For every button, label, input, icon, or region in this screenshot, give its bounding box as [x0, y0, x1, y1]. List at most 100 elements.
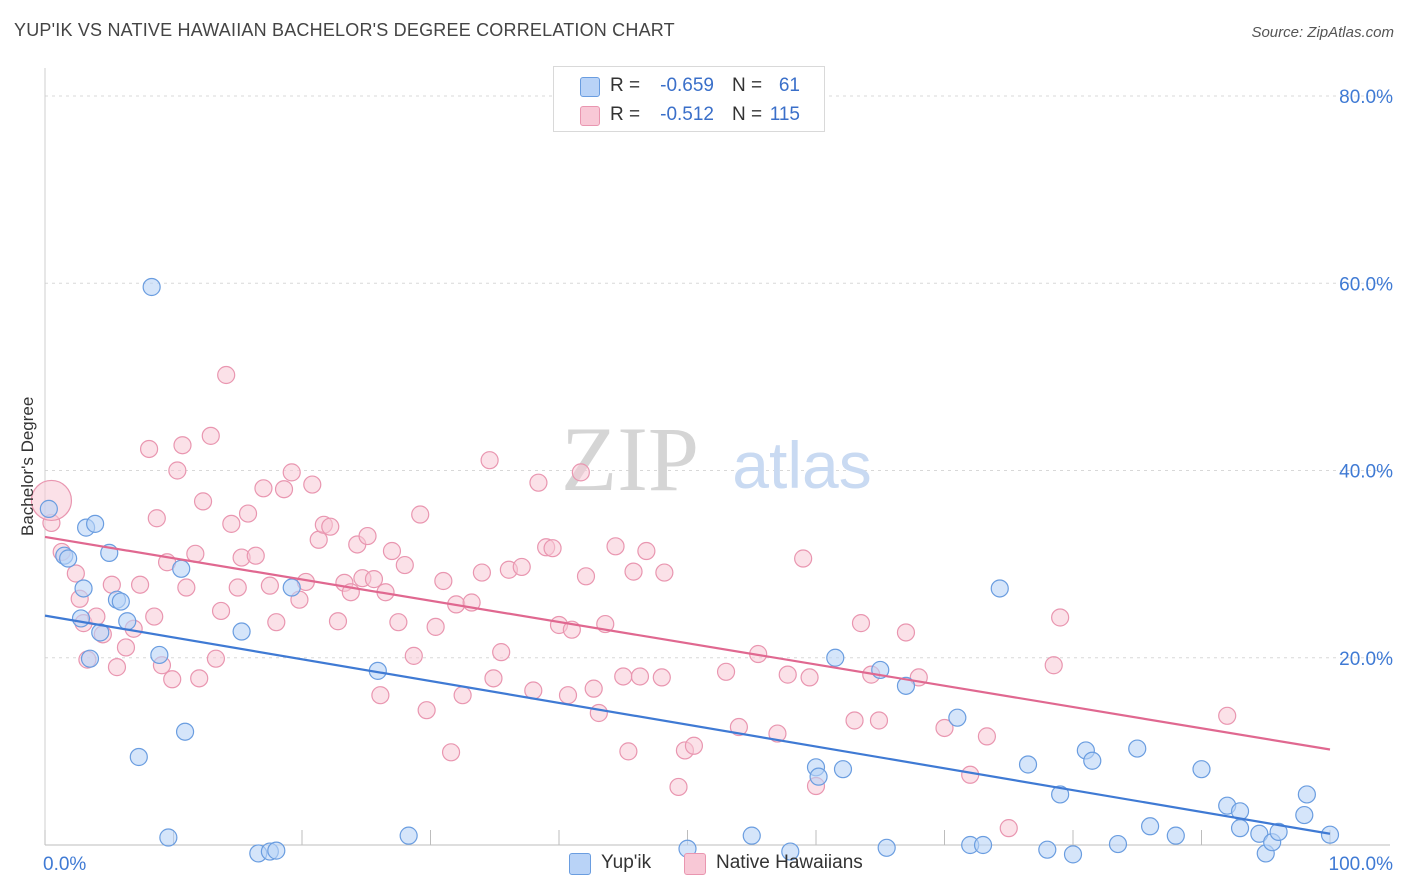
- chart-title: YUP'IK VS NATIVE HAWAIIAN BACHELOR'S DEG…: [14, 20, 675, 40]
- native-hawaiians-point: [999, 819, 1018, 838]
- native-hawaiians-point: [282, 463, 301, 482]
- legend-row-yupik: R = -0.659 N = 61: [554, 71, 824, 101]
- yupik-point: [1192, 760, 1211, 779]
- native-hawaiians-point: [66, 564, 85, 583]
- native-hawaiians-point: [426, 617, 445, 636]
- native-hawaiians-point: [606, 537, 625, 556]
- native-hawaiians-point: [492, 643, 511, 662]
- legend-r-value: -0.659: [660, 75, 714, 96]
- yupik-point: [150, 645, 169, 665]
- yupik-point: [781, 842, 800, 861]
- yupik-point: [948, 708, 967, 727]
- native-hawaiians-point: [589, 703, 608, 723]
- y-tick-label: 80.0%: [1339, 87, 1393, 108]
- native-hawaiians-point: [669, 777, 688, 797]
- yupik-point: [80, 649, 100, 668]
- native-hawaiians-point: [177, 578, 196, 597]
- yupik-point: [1297, 785, 1316, 804]
- native-hawaiians-point: [543, 539, 562, 558]
- yupik-point: [877, 838, 896, 857]
- native-hawaiians-point: [558, 686, 578, 705]
- native-hawaiians-point: [417, 701, 436, 720]
- legend-n-label: N =: [732, 75, 763, 96]
- native-hawaiians-point: [260, 576, 279, 595]
- native-hawaiians-point: [800, 668, 819, 687]
- native-hawaiians-point: [637, 541, 656, 561]
- yupik-point: [175, 722, 195, 741]
- native-hawaiians-point: [163, 670, 182, 689]
- yupik-point: [172, 559, 191, 578]
- native-hawaiians-point: [584, 679, 603, 698]
- yupik-point: [1018, 755, 1038, 774]
- yupik-point: [232, 622, 251, 641]
- bottom-legend-swatch-native-hawaiians: [684, 853, 706, 875]
- yupik-point: [159, 828, 178, 847]
- native-hawaiians-point: [404, 646, 423, 665]
- native-hawaiians-point: [614, 667, 633, 686]
- yupik-point: [1230, 819, 1250, 838]
- watermark: ZIP atlas: [561, 408, 872, 510]
- yupik-point: [86, 514, 105, 533]
- native-hawaiians-point: [411, 505, 430, 524]
- native-hawaiians-point: [201, 426, 220, 445]
- native-hawaiians-point: [529, 473, 548, 492]
- yupik-point: [1320, 825, 1340, 844]
- native-hawaiians-point: [328, 612, 348, 631]
- yupik-point: [399, 826, 418, 845]
- native-hawaiians-point: [321, 517, 340, 536]
- yupik-point: [1166, 826, 1185, 845]
- native-hawaiians-point: [630, 667, 650, 686]
- native-hawaiians-point: [217, 365, 236, 385]
- legend-n-value: 61: [778, 75, 800, 96]
- native-hawaiians-point: [190, 669, 209, 688]
- yupik-point: [1038, 840, 1057, 859]
- native-hawaiians-point: [484, 669, 503, 688]
- yupik-point: [1128, 739, 1147, 758]
- native-hawaiians-point: [254, 479, 273, 498]
- native-hawaiians-point: [869, 711, 889, 730]
- native-hawaiians-point: [371, 686, 390, 705]
- native-hawaiians-point: [1044, 656, 1063, 675]
- trend-lines: [44, 535, 1331, 835]
- watermark-zip: ZIP: [561, 408, 699, 510]
- native-hawaiians-point: [1218, 706, 1237, 725]
- native-hawaiians-point: [1051, 608, 1070, 627]
- native-hawaiians-point: [246, 546, 265, 565]
- watermark-atlas: atlas: [732, 428, 871, 502]
- yupik-point: [742, 826, 761, 845]
- yupik-point: [39, 499, 58, 518]
- native-hawaiians-point: [168, 461, 187, 480]
- yupik-point: [990, 579, 1009, 598]
- native-hawaiians-point: [364, 570, 384, 589]
- native-hawaiians-point: [395, 555, 414, 575]
- native-hawaiians-point: [130, 575, 150, 594]
- bottom-legend-swatch-yupik: [569, 853, 591, 875]
- yupik-point: [1063, 845, 1083, 864]
- bottom-legend-label-yupik: Yup'ik: [601, 852, 652, 873]
- native-hawaiians-point: [571, 463, 590, 482]
- yupik-point: [74, 579, 93, 598]
- yupik-point: [896, 676, 916, 695]
- y-axis-label: Bachelor's Degree: [18, 396, 37, 536]
- native-hawaiians-point: [147, 509, 166, 528]
- yupik-point: [1108, 834, 1128, 854]
- yupik-point: [142, 277, 161, 297]
- grid-lines: [45, 95, 1390, 659]
- yupik-point: [1083, 751, 1102, 770]
- legend-n-value: 115: [769, 104, 800, 125]
- bottom-legend-label-native-hawaiians: Native Hawaiians: [716, 852, 863, 873]
- native-hawaiians-point: [778, 665, 797, 684]
- native-hawaiians-point: [794, 549, 813, 568]
- yupik-point: [1140, 817, 1160, 836]
- y-tick-label: 40.0%: [1339, 462, 1393, 483]
- yupik-point: [1295, 805, 1314, 825]
- yupik-point: [282, 578, 301, 597]
- native-hawaiians-point: [145, 607, 164, 626]
- yupik-point: [111, 592, 130, 611]
- native-hawaiians-point: [358, 526, 377, 546]
- native-hawaiians-point: [851, 614, 871, 633]
- native-hawaiians-point: [238, 504, 258, 523]
- legend-n-label: N =: [732, 104, 763, 125]
- yupik-point: [59, 549, 78, 568]
- native-hawaiians-point: [624, 562, 643, 581]
